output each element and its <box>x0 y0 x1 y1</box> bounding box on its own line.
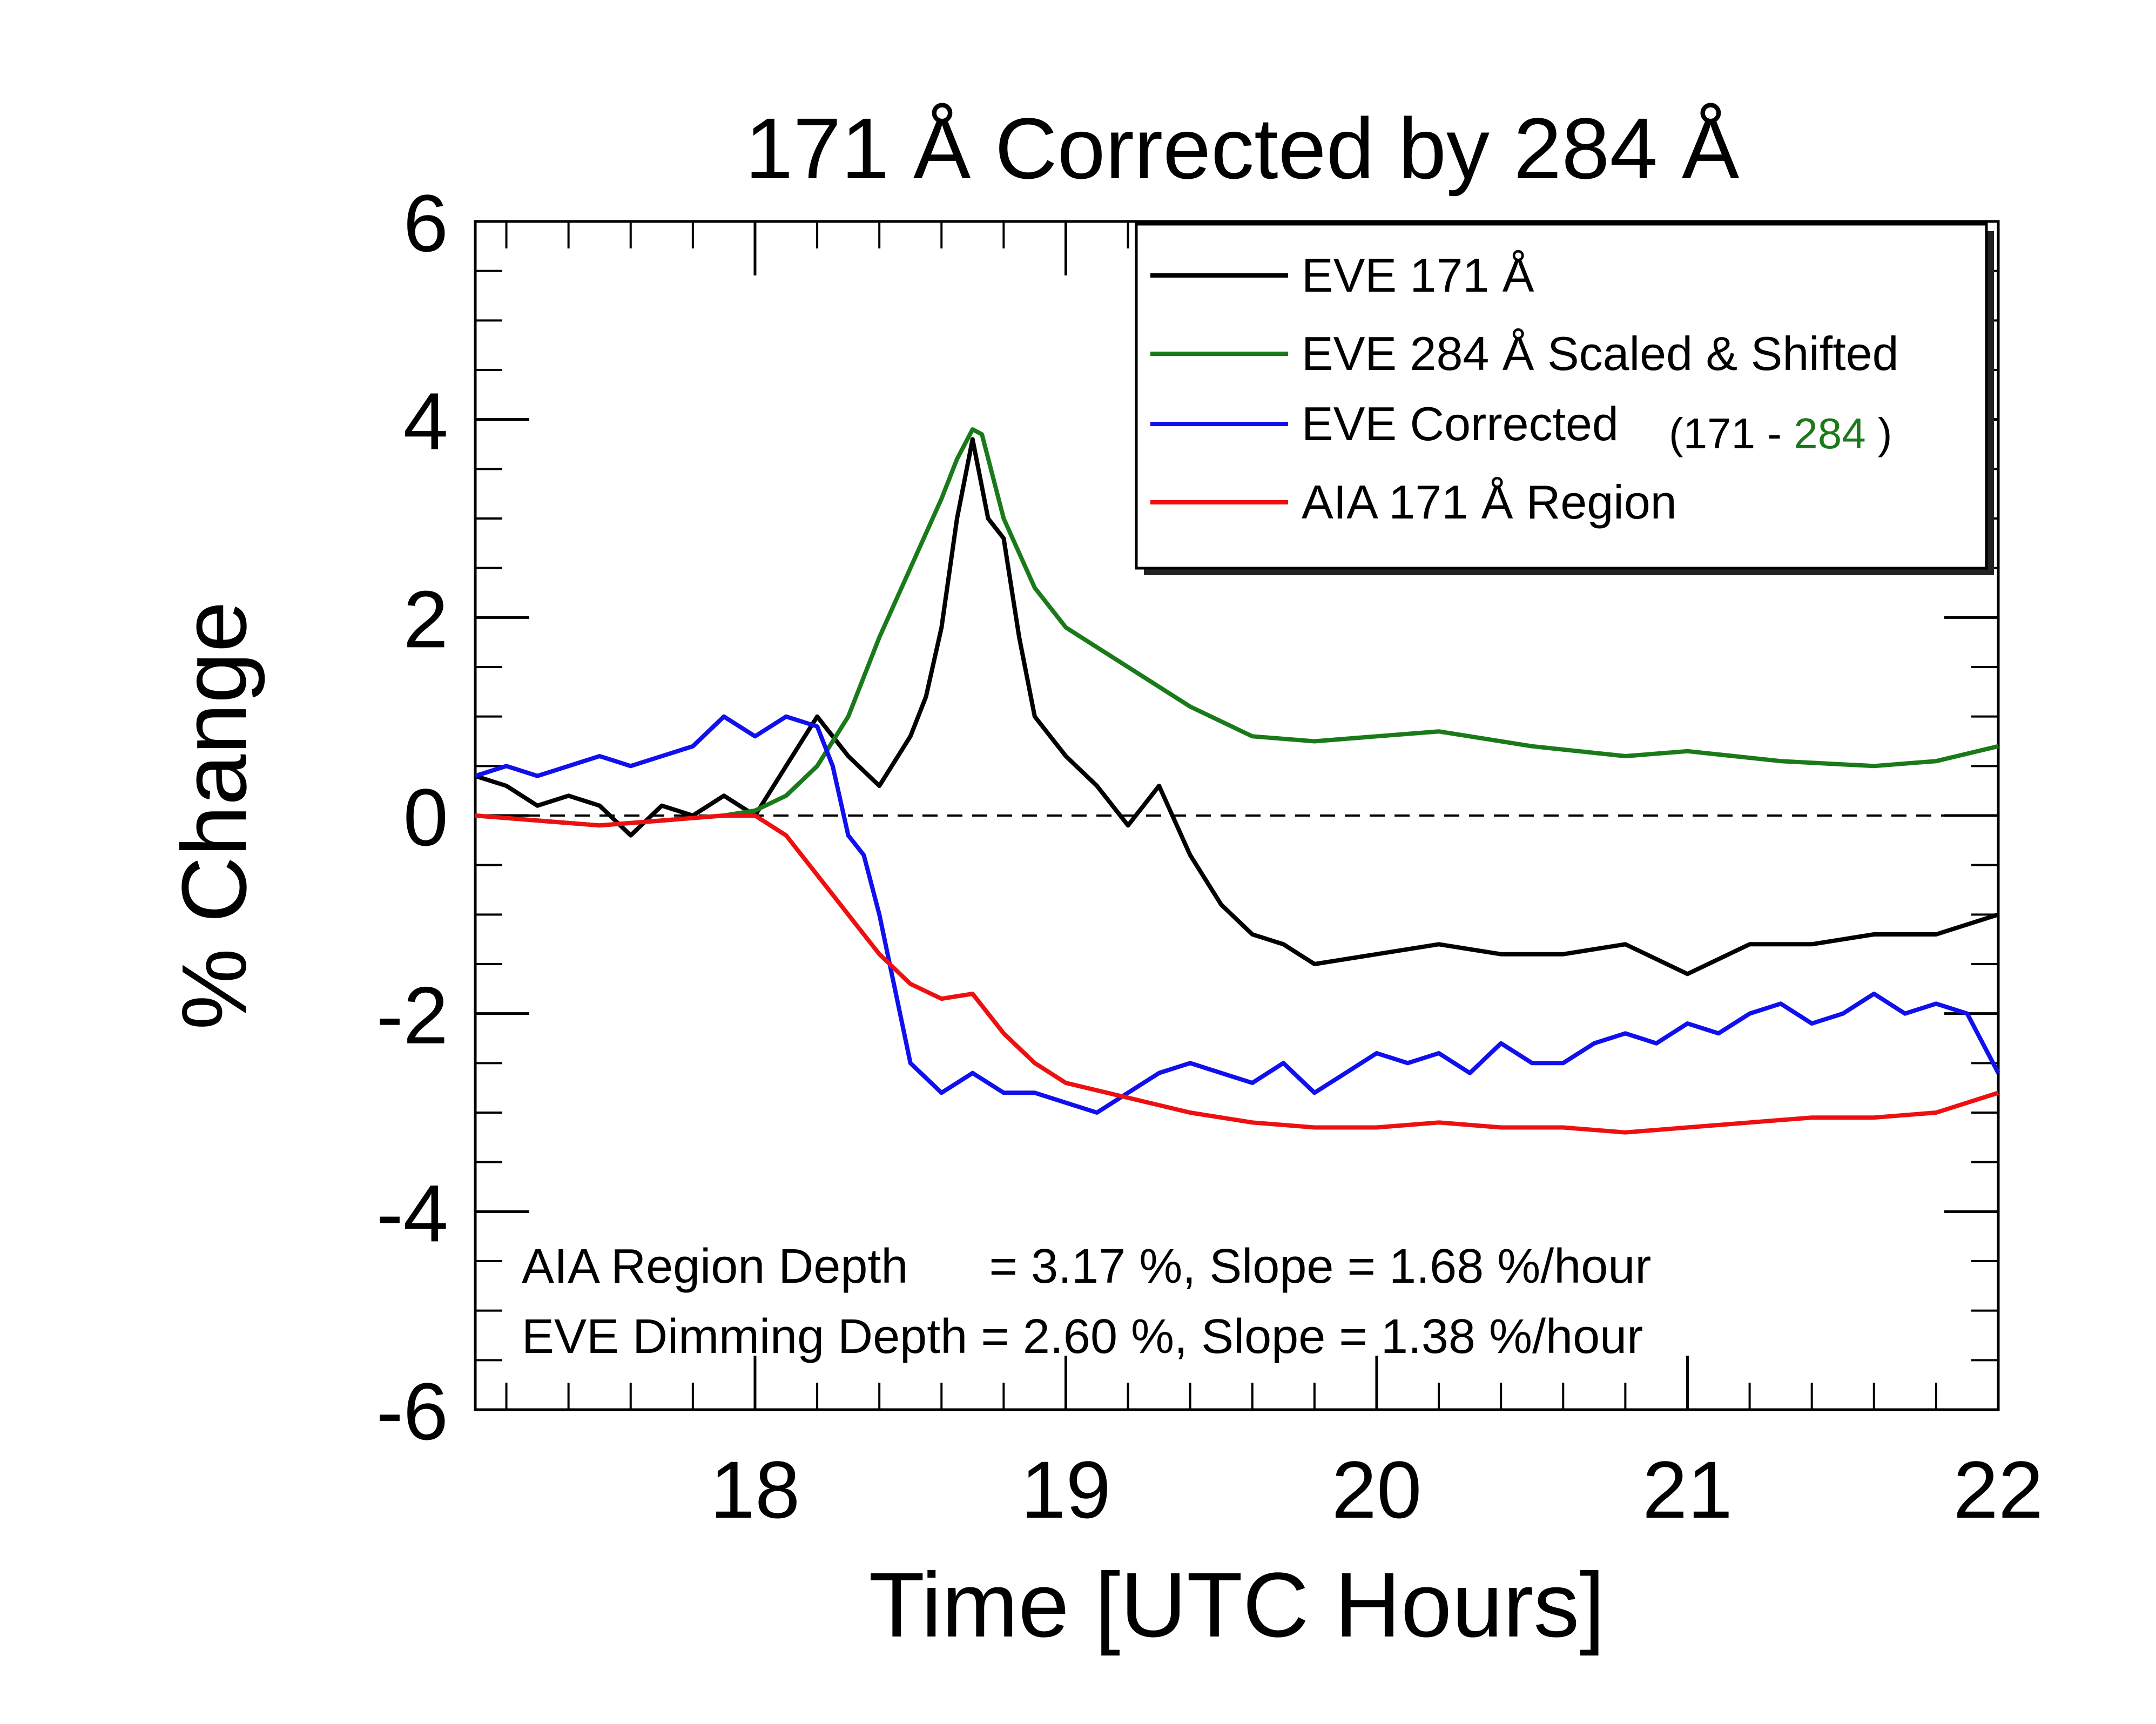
x-tick-label: 18 <box>710 1444 800 1535</box>
annotations: AIA Region Depth = 3.17 %, Slope = 1.68 … <box>522 1240 1651 1364</box>
x-tick-label: 22 <box>1953 1444 2044 1535</box>
series-line-2 <box>475 427 1999 828</box>
legend: EVE 171 Å EVE 284 Å Scaled & Shifted EVE C… <box>1135 223 1994 575</box>
legend-label: EVE 171 Å <box>1302 248 1534 302</box>
x-tick-label: 20 <box>1332 1444 1422 1535</box>
x-tick-label: 19 <box>1021 1444 1111 1535</box>
y-tick-label: 4 <box>403 376 448 467</box>
legend-label: EVE Corrected <box>1302 397 1619 450</box>
legend-entries: EVE 171 Å EVE 284 Å Scaled & Shifted EVE C… <box>1150 248 1899 529</box>
y-tick-label: 2 <box>403 574 448 664</box>
series-group <box>474 427 2000 1135</box>
y-tick-labels: 6 4 2 0 -2 -4 -6 <box>376 178 448 1457</box>
chart-title: 171 Å Corrected by 284 Å <box>745 100 1739 197</box>
legend-box <box>1135 223 1988 570</box>
y-tick-label: -2 <box>376 970 448 1061</box>
x-axis-label: Time [UTC Hours] <box>868 1554 1605 1656</box>
series-line-4 <box>475 813 1999 1135</box>
y-tick-label: -4 <box>376 1168 448 1258</box>
legend-label: EVE 284 Å Scaled & Shifted <box>1302 327 1899 380</box>
x-tick-label: 21 <box>1642 1444 1733 1535</box>
y-tick-label: -6 <box>376 1366 448 1457</box>
legend-label: AIA 171 Å Region <box>1302 475 1677 529</box>
annotation-eve-depth: EVE Dimming Depth = 2.60 %, Slope = 1.38… <box>522 1310 1643 1364</box>
annotation-aia-depth: AIA Region Depth = 3.17 %, Slope = 1.68 … <box>522 1240 1651 1294</box>
y-tick-label: 0 <box>403 772 448 863</box>
y-axis-label: % Change <box>163 601 266 1030</box>
series-line-3 <box>474 714 2000 1115</box>
series-line-1 <box>474 437 1999 977</box>
legend-suffix: (171 - 284 ) <box>1669 409 1892 457</box>
y-tick-label: 6 <box>403 178 448 268</box>
x-tick-labels: 18 19 20 21 22 <box>710 1444 2044 1535</box>
